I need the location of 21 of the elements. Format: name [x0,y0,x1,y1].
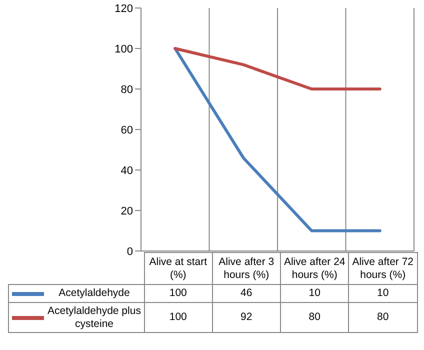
x-tick-label: Alive after 72 hours (%) [348,252,417,284]
data-label: 100 [144,284,212,302]
y-tick-label: 40 [120,164,133,177]
y-tick-label: 80 [120,84,133,96]
y-tick-label: 60 [120,124,133,136]
x-tick-label: Alive after 3 hours (%) [212,252,280,284]
x-tick-label: Alive after 24 hours (%) [280,252,349,284]
y-tick-label: 0 [126,246,133,258]
legend-label: Acetylaldehyde [8,284,144,302]
y-tick-label: 100 [114,43,133,56]
data-label: 80 [280,302,349,332]
legend-label: Acetylaldehyde plus cysteine [8,302,144,332]
y-tick-label: 120 [114,2,133,15]
y-tick-label: 20 [120,205,133,218]
data-label: 92 [212,302,280,332]
data-label: 10 [348,284,417,302]
x-tick-label: Alive at start (%) [144,252,212,284]
data-label: 46 [212,284,280,302]
data-label: 80 [348,302,417,332]
data-label: 100 [144,302,212,332]
data-label: 10 [280,284,349,302]
